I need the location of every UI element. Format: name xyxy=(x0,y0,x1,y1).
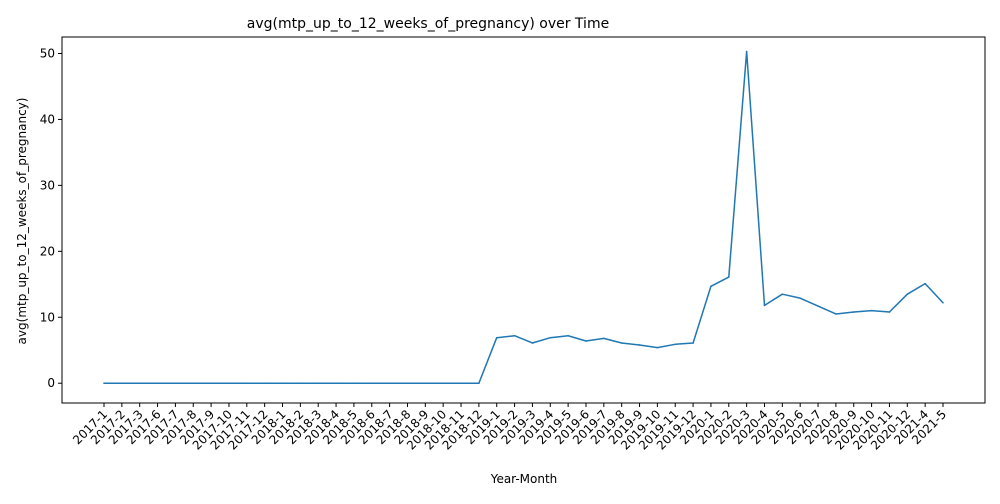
data-point xyxy=(246,382,248,385)
data-point xyxy=(870,309,873,312)
data-point xyxy=(442,382,444,385)
data-point xyxy=(620,342,623,344)
data-point xyxy=(603,337,605,340)
x-axis-ticks: 2017-12017-22017-32017-62017-72017-82017… xyxy=(70,403,949,453)
data-point xyxy=(710,285,712,288)
data-point xyxy=(906,293,909,295)
data-point xyxy=(495,336,498,339)
data-point xyxy=(156,382,159,385)
y-tick-label: 20 xyxy=(40,244,55,258)
data-point xyxy=(888,311,891,313)
data-point xyxy=(424,382,427,385)
data-point xyxy=(531,342,534,344)
data-point xyxy=(638,344,641,346)
data-point xyxy=(478,382,480,385)
data-point xyxy=(192,382,195,385)
series-line xyxy=(104,50,944,384)
y-tick-label: 40 xyxy=(40,112,55,126)
data-point xyxy=(263,382,266,385)
series-layer xyxy=(103,50,944,385)
y-tick-label: 50 xyxy=(40,46,55,60)
x-axis-label: Year-Month xyxy=(490,472,558,486)
data-point xyxy=(513,334,516,337)
data-point xyxy=(460,382,462,385)
y-axis-ticks: 0 10 20 30 40 50 xyxy=(40,46,62,390)
data-point xyxy=(727,276,730,278)
plot-area-frame xyxy=(61,36,986,404)
data-point xyxy=(692,342,694,344)
data-point xyxy=(406,382,409,385)
data-point xyxy=(763,304,766,307)
data-point xyxy=(103,382,105,385)
data-point xyxy=(281,382,284,385)
data-point xyxy=(567,334,569,337)
data-point xyxy=(317,382,320,385)
y-tick-label: 10 xyxy=(40,310,55,324)
data-point xyxy=(174,382,177,385)
data-point xyxy=(228,382,230,385)
data-point xyxy=(745,50,748,53)
data-point xyxy=(799,297,801,299)
data-point xyxy=(656,346,659,349)
data-point xyxy=(121,382,123,385)
y-axis-label: avg(mtp_up_to_12_weeks_of_pregnancy) xyxy=(15,98,29,345)
data-point xyxy=(388,382,391,385)
data-point xyxy=(210,382,212,385)
data-point xyxy=(674,343,677,346)
data-point xyxy=(852,311,855,313)
data-point xyxy=(924,282,926,285)
data-point xyxy=(585,340,587,342)
data-point xyxy=(353,382,355,385)
data-point xyxy=(817,305,819,307)
data-point xyxy=(299,382,302,385)
y-tick-label: 0 xyxy=(47,376,55,390)
data-point xyxy=(781,293,784,295)
data-point xyxy=(942,301,944,304)
data-point xyxy=(138,382,141,385)
y-tick-label: 30 xyxy=(40,178,55,192)
data-point xyxy=(835,313,837,315)
data-point xyxy=(370,382,373,385)
data-point xyxy=(335,382,337,385)
data-point xyxy=(549,336,552,339)
chart-title: avg(mtp_up_to_12_weeks_of_pregnancy) ove… xyxy=(247,16,609,32)
